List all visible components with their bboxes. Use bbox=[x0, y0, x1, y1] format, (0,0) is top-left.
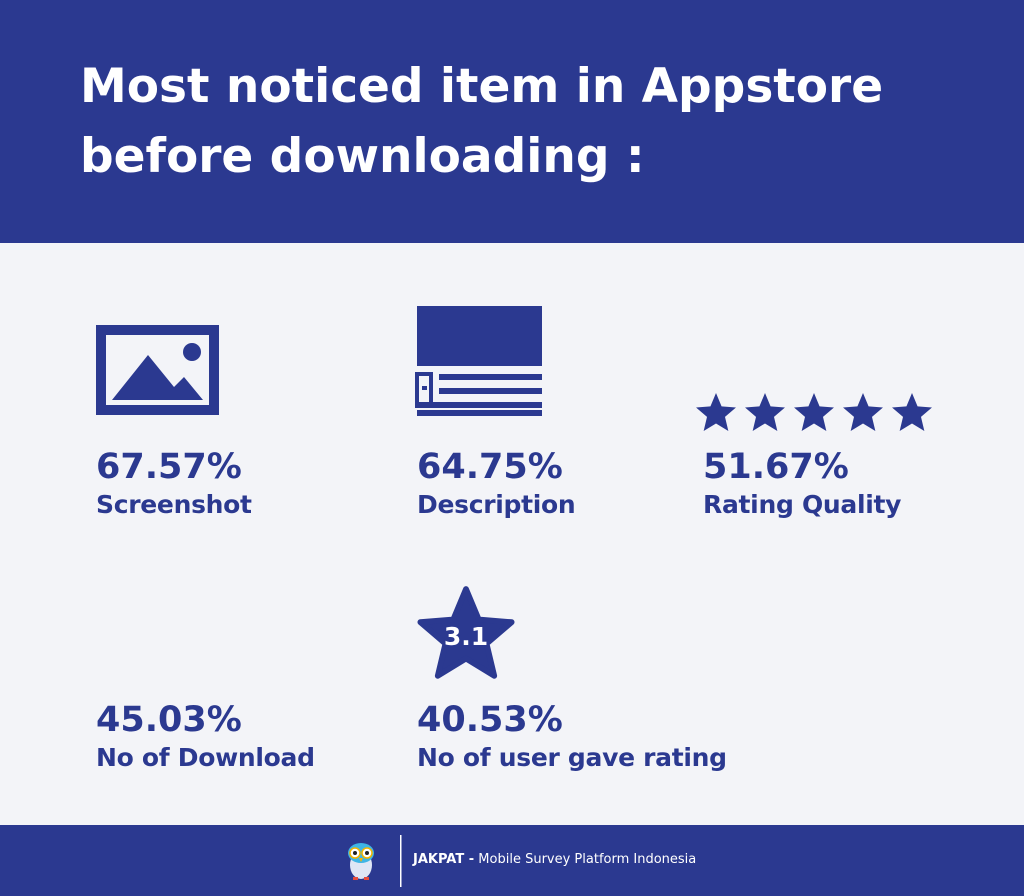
header: Most noticed item in Appstore before dow… bbox=[0, 0, 1024, 243]
rating-badge: 3.1 bbox=[417, 586, 515, 679]
footer-text: JAKPAT - Mobile Survey Platform Indonesi… bbox=[413, 852, 696, 867]
stat-label: No of Download bbox=[96, 743, 315, 772]
footer-tagline: Mobile Survey Platform Indonesia bbox=[478, 852, 697, 867]
stat-label: Rating Quality bbox=[703, 490, 902, 519]
stat-value: 67.57% bbox=[96, 447, 242, 487]
footer-brand: JAKPAT - bbox=[413, 852, 475, 867]
stat-value: 51.67% bbox=[703, 447, 849, 487]
stat-item: 67.57% Screenshot bbox=[96, 447, 252, 523]
stat-item: 45.03% No of Download bbox=[96, 700, 315, 776]
owl-logo bbox=[348, 843, 374, 880]
footer: JAKPAT - Mobile Survey Platform Indonesi… bbox=[0, 825, 1024, 896]
stat-value: 45.03% bbox=[96, 700, 242, 740]
stat-item: 64.75% Description bbox=[417, 447, 576, 523]
stat-value: 40.53% bbox=[417, 700, 563, 740]
footer-divider bbox=[400, 835, 402, 887]
stat-value: 64.75% bbox=[417, 447, 563, 487]
document-icon bbox=[415, 306, 542, 416]
image-icon bbox=[96, 325, 219, 415]
stars-icon bbox=[696, 393, 932, 431]
title: Most noticed item in Appstore before dow… bbox=[80, 59, 884, 184]
stat-label: Screenshot bbox=[96, 490, 252, 519]
stat-item: 40.53% No of user gave rating bbox=[417, 700, 727, 776]
rating-badge-text: 3.1 bbox=[444, 622, 488, 651]
stat-label: Description bbox=[417, 490, 576, 519]
stat-item: 51.67% Rating Quality bbox=[703, 447, 901, 523]
stat-label: No of user gave rating bbox=[417, 743, 727, 772]
